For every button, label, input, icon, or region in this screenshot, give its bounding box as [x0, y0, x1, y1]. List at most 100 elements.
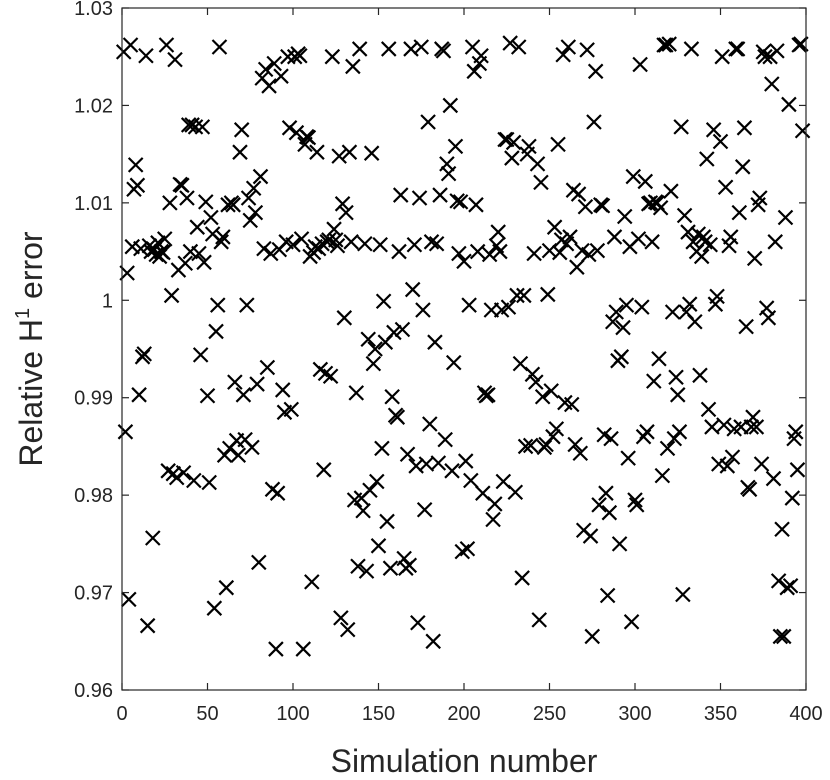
- data-point-marker: [232, 144, 248, 160]
- data-point-marker: [604, 313, 621, 330]
- data-point-marker: [262, 245, 279, 262]
- data-point-marker: [355, 502, 371, 519]
- data-point-marker: [534, 388, 551, 405]
- data-point-marker: [589, 242, 606, 259]
- data-point-marker: [623, 614, 640, 630]
- data-point-marker: [375, 293, 392, 310]
- data-point-marker: [705, 122, 722, 138]
- data-point-marker: [664, 304, 681, 320]
- data-point-marker: [582, 528, 599, 544]
- data-point-marker: [437, 431, 453, 448]
- data-point-marker: [399, 446, 416, 463]
- data-point-marker: [719, 458, 736, 474]
- data-point-marker: [764, 76, 780, 92]
- y-tick-label: 1.03: [74, 0, 113, 20]
- data-point-marker: [504, 150, 520, 166]
- data-point-marker: [644, 234, 660, 250]
- data-point-marker: [545, 428, 561, 445]
- data-point-marker: [244, 439, 260, 456]
- data-point-marker: [543, 383, 559, 399]
- data-point-marker: [293, 231, 310, 247]
- data-point-marker: [668, 369, 684, 386]
- x-tick-label: 200: [447, 703, 480, 725]
- data-point-marker: [292, 47, 308, 64]
- data-point-marker: [579, 42, 595, 58]
- data-point-marker: [492, 243, 508, 260]
- data-point-marker: [422, 416, 438, 432]
- data-point-marker: [268, 641, 284, 657]
- data-point-marker: [430, 455, 447, 471]
- data-point-marker: [572, 445, 589, 462]
- y-axis-title: Relative H1 error: [12, 231, 49, 467]
- data-point-marker: [632, 56, 648, 73]
- data-point-marker: [281, 120, 298, 136]
- x-tick-label: 150: [362, 703, 395, 725]
- data-point-marker: [324, 48, 341, 65]
- data-point-marker: [485, 511, 501, 528]
- data-point-marker: [466, 63, 483, 80]
- data-point-marker: [529, 156, 546, 172]
- data-point-marker: [456, 253, 472, 270]
- data-point-marker: [487, 496, 503, 512]
- data-point-marker: [316, 462, 332, 478]
- data-point-marker: [656, 37, 672, 53]
- data-point-marker: [317, 365, 334, 382]
- data-point-marker: [240, 190, 257, 206]
- data-point-marker: [745, 409, 761, 425]
- data-point-marker: [731, 204, 748, 221]
- data-point-marker: [562, 229, 578, 245]
- data-point-marker: [208, 323, 224, 340]
- data-point-marker: [428, 235, 445, 252]
- data-point-marker: [671, 424, 688, 440]
- data-point-marker: [439, 156, 455, 172]
- data-point-marker: [603, 430, 619, 447]
- data-point-marker: [577, 198, 594, 215]
- data-point-marker: [168, 469, 185, 486]
- data-point-marker: [490, 224, 506, 240]
- data-point-marker: [599, 587, 616, 604]
- data-point-marker: [567, 436, 583, 453]
- data-point-marker: [468, 197, 484, 213]
- data-point-marker: [418, 456, 435, 472]
- data-point-marker: [651, 350, 667, 367]
- data-point-marker: [618, 297, 635, 313]
- y-tick-label: 0.96: [74, 680, 113, 702]
- data-point-marker: [702, 236, 719, 253]
- data-point-marker: [716, 417, 732, 433]
- data-point-marker: [283, 401, 300, 418]
- data-point-marker: [625, 168, 642, 185]
- data-point-marker: [772, 628, 789, 645]
- data-point-marker: [138, 47, 154, 64]
- plot-area-frame: [121, 7, 807, 691]
- data-point-marker: [216, 447, 233, 463]
- data-point-marker: [777, 209, 794, 226]
- y-axis-ticks: 0.96 0.97 0.98 0.99 1 1.01 1.02 1.03: [74, 0, 806, 702]
- data-point-marker: [382, 560, 399, 576]
- data-point-marker: [586, 114, 602, 130]
- data-point-marker: [540, 286, 556, 303]
- data-point-marker: [242, 212, 259, 229]
- data-point-marker: [348, 385, 365, 401]
- data-point-marker: [728, 41, 744, 57]
- data-point-marker: [175, 464, 192, 481]
- data-point-marker: [570, 186, 587, 202]
- data-point-marker: [187, 119, 204, 135]
- data-point-marker: [526, 245, 542, 262]
- data-point-marker: [521, 138, 537, 155]
- data-point-marker: [160, 463, 176, 479]
- data-point-marker: [627, 492, 643, 508]
- data-point-marker: [661, 36, 677, 52]
- data-point-marker: [225, 197, 241, 213]
- data-point-marker: [425, 633, 441, 650]
- data-point-marker: [669, 387, 686, 403]
- data-point-marker: [198, 194, 214, 210]
- data-point-marker: [252, 168, 269, 185]
- data-point-marker: [357, 235, 373, 252]
- data-point-marker: [384, 388, 400, 405]
- data-point-marker: [516, 287, 532, 304]
- data-point-marker: [345, 58, 361, 75]
- data-point-marker: [401, 557, 418, 574]
- data-point-marker: [546, 219, 563, 235]
- data-point-marker: [620, 450, 636, 466]
